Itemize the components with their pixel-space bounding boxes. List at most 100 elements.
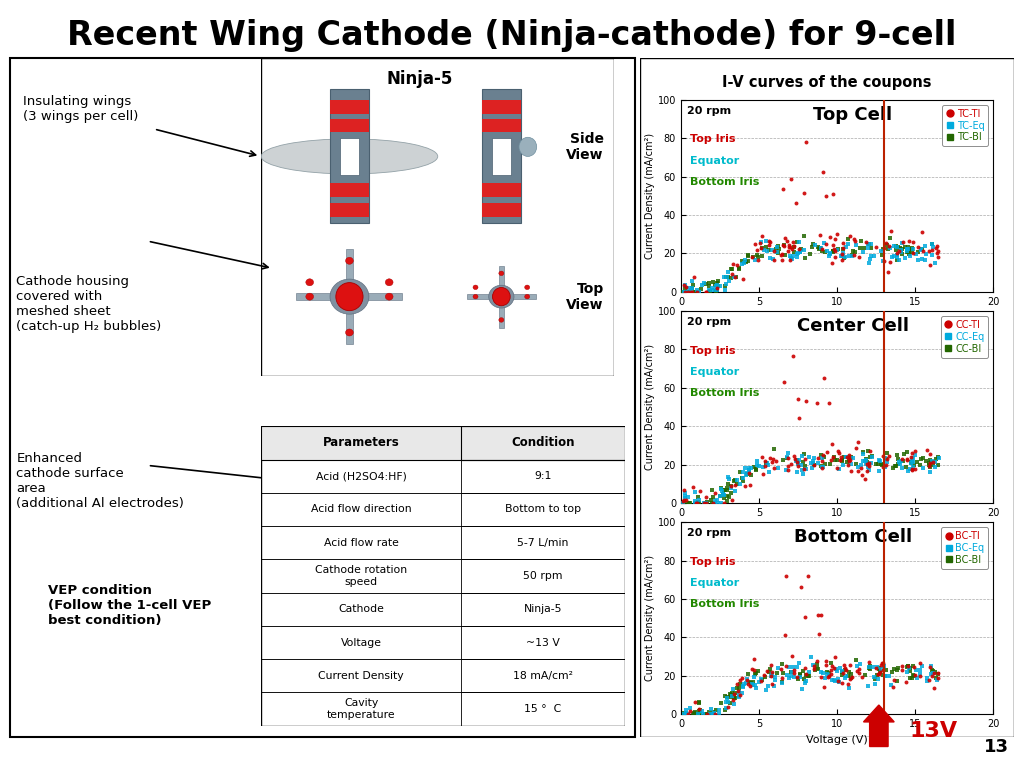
Text: ~13 V: ~13 V [526,637,560,647]
Point [740,466,757,478]
Point [698,286,715,298]
Point [799,396,815,408]
Point [780,660,797,673]
Point [708,283,724,296]
Point [847,235,863,247]
Text: Center Cell: Center Cell [797,317,908,335]
Point [687,706,703,718]
Point [729,478,745,490]
Point [903,455,920,468]
Point [720,696,736,708]
Point [913,243,930,255]
Point [893,462,909,474]
Point [840,456,856,468]
Point [903,457,920,469]
Point [919,444,935,456]
Point [718,270,734,283]
Point [744,679,761,691]
Point [901,245,918,257]
Point [717,280,733,292]
Point [923,454,939,466]
Point [835,667,851,680]
Point [815,166,831,178]
Point [899,244,915,257]
Point [911,668,928,680]
Point [929,674,945,687]
Point [815,372,831,384]
Legend: BC-TI, BC-Eq, BC-BI: BC-TI, BC-Eq, BC-BI [941,527,988,569]
Point [710,282,726,294]
Point [830,462,847,475]
Point [783,666,800,678]
Point [751,250,767,263]
Point [726,691,742,703]
Point [680,282,696,294]
Point [823,657,840,669]
Point [788,454,805,466]
Point [822,664,839,677]
Point [809,662,825,674]
Point [713,483,729,495]
Point [841,233,857,245]
Point [818,238,835,250]
Point [748,463,764,475]
Point [759,457,775,469]
Point [706,707,722,720]
Point [770,662,786,674]
Ellipse shape [330,279,369,314]
Point [816,237,833,250]
Point [735,681,752,694]
Point [842,449,858,461]
Point [869,660,886,673]
Point [930,451,946,463]
Point [709,283,725,296]
Point [746,254,763,266]
Point [796,243,812,256]
Point [680,286,696,298]
Point [930,251,946,263]
Point [790,458,806,470]
Point [763,670,779,682]
Point [676,286,692,298]
Point [901,664,918,677]
Point [726,688,742,700]
Point [696,497,713,509]
Point [841,452,857,464]
Point [903,447,920,459]
Point [869,668,886,680]
Point [737,469,754,482]
Point [801,451,817,463]
Point [824,257,841,270]
Point [801,670,817,682]
Point [777,571,794,583]
Point [911,664,928,676]
Bar [261,426,625,459]
Point [788,661,805,674]
Point [833,451,849,463]
Point [687,486,703,498]
Point [841,455,857,467]
Point [899,243,915,255]
Point [694,279,711,291]
Point [843,465,859,478]
Point [848,458,864,470]
Point [827,251,844,263]
Point [918,455,934,468]
Point [688,497,705,509]
Point [678,708,694,720]
Point [923,660,939,673]
Point [784,350,801,362]
Point [806,452,822,464]
Point [712,490,728,502]
Point [721,473,737,485]
Point [720,478,736,490]
Point [838,664,854,676]
Point [737,677,754,689]
Point [858,236,874,248]
Point [785,667,802,679]
Point [890,453,906,465]
Point [786,664,803,677]
Point [785,241,802,253]
Point [879,447,895,459]
Point [828,663,845,675]
